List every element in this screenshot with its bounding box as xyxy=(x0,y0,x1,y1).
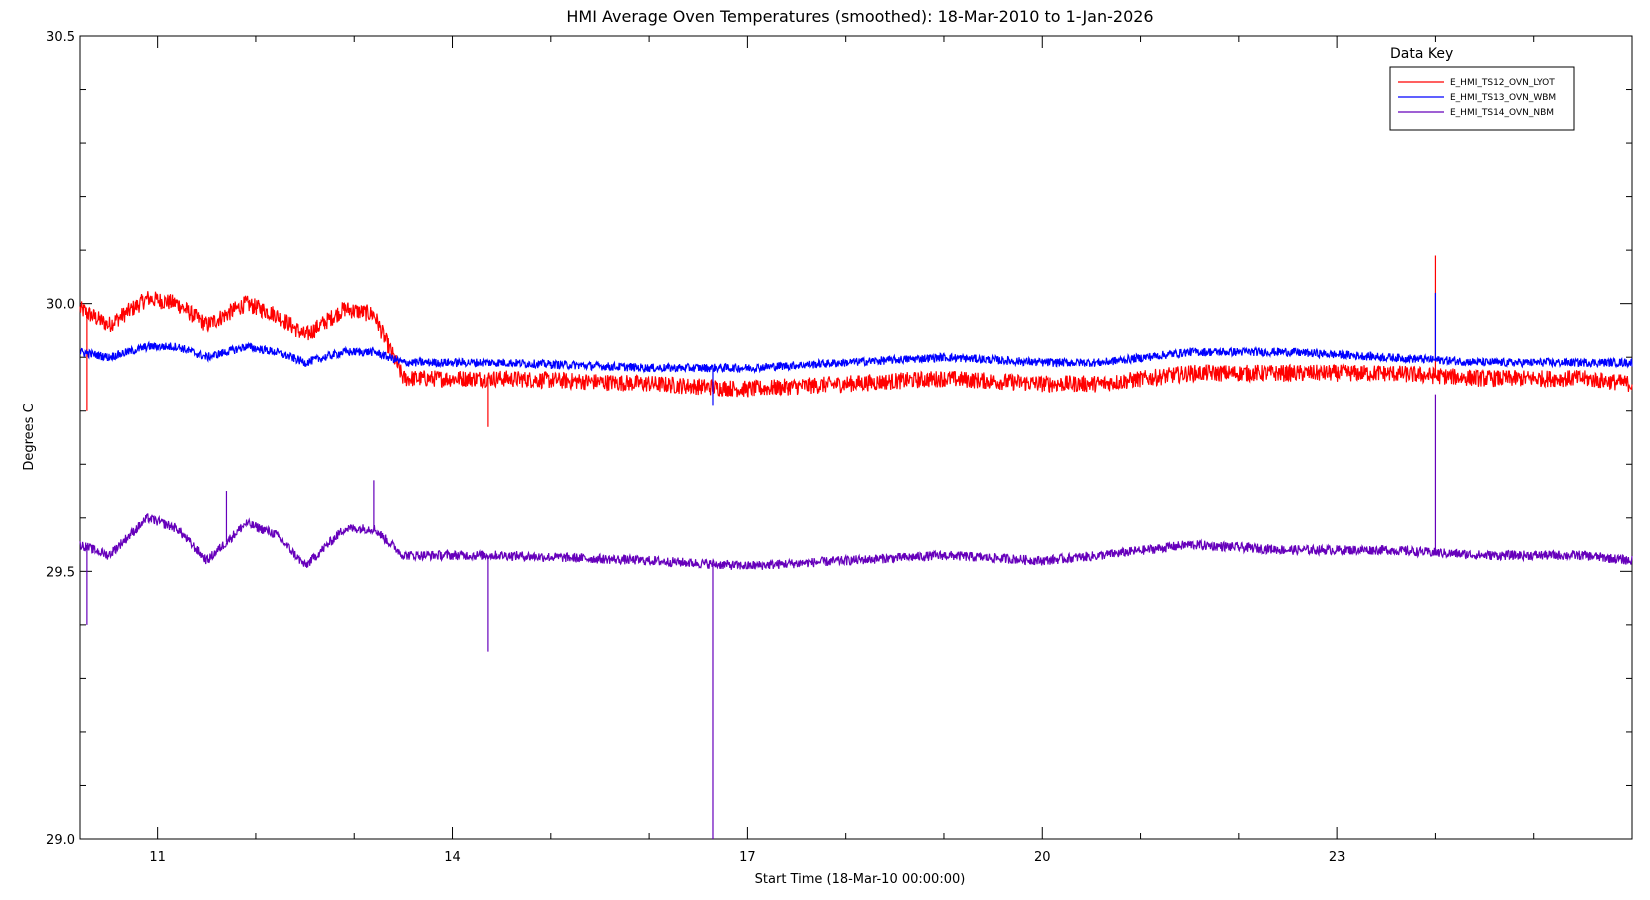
legend: Data Key E_HMI_TS12_OVN_LYOT E_HMI_TS13_O… xyxy=(1389,46,1575,131)
x-tick-label: 11 xyxy=(149,850,166,865)
legend-entry: E_HMI_TS13_OVN_WBM xyxy=(1450,93,1556,103)
series-line xyxy=(79,340,1633,375)
legend-entry: E_HMI_TS14_OVN_NBM xyxy=(1450,108,1554,118)
legend-title: Data Key xyxy=(1390,46,1453,62)
x-tick-label: 23 xyxy=(1329,850,1346,865)
y-tick-label: 30.0 xyxy=(46,298,75,313)
x-tick-label: 17 xyxy=(739,850,756,865)
series-E_HMI_TS12_OVN_LYOT xyxy=(79,255,1633,427)
x-tick-label: 14 xyxy=(444,850,461,865)
x-axis: 11 14 17 20 23 xyxy=(149,36,1535,865)
y-tick-label: 29.5 xyxy=(46,565,75,580)
legend-entry: E_HMI_TS12_OVN_LYOT xyxy=(1450,78,1555,88)
plot-frame xyxy=(79,35,1633,840)
series-E_HMI_TS13_OVN_WBM xyxy=(79,292,1633,406)
x-axis-label: Start Time (18-Mar-10 00:00:00) xyxy=(755,872,966,887)
chart-title: HMI Average Oven Temperatures (smoothed)… xyxy=(566,7,1153,26)
y-axis-label: Degrees C xyxy=(22,403,37,470)
y-tick-label: 29.0 xyxy=(46,833,75,848)
series-line xyxy=(79,291,1633,398)
y-axis: 29.0 29.5 30.0 30.5 xyxy=(46,30,1632,848)
series-E_HMI_TS14_OVN_NBM xyxy=(79,394,1633,839)
x-tick-label: 20 xyxy=(1034,850,1051,865)
series-layer xyxy=(79,255,1633,839)
legend-entries: E_HMI_TS12_OVN_LYOT E_HMI_TS13_OVN_WBM E_H… xyxy=(1398,78,1556,118)
legend-box xyxy=(1389,66,1575,131)
y-tick-label: 30.5 xyxy=(46,30,75,45)
series-line xyxy=(79,513,1633,570)
